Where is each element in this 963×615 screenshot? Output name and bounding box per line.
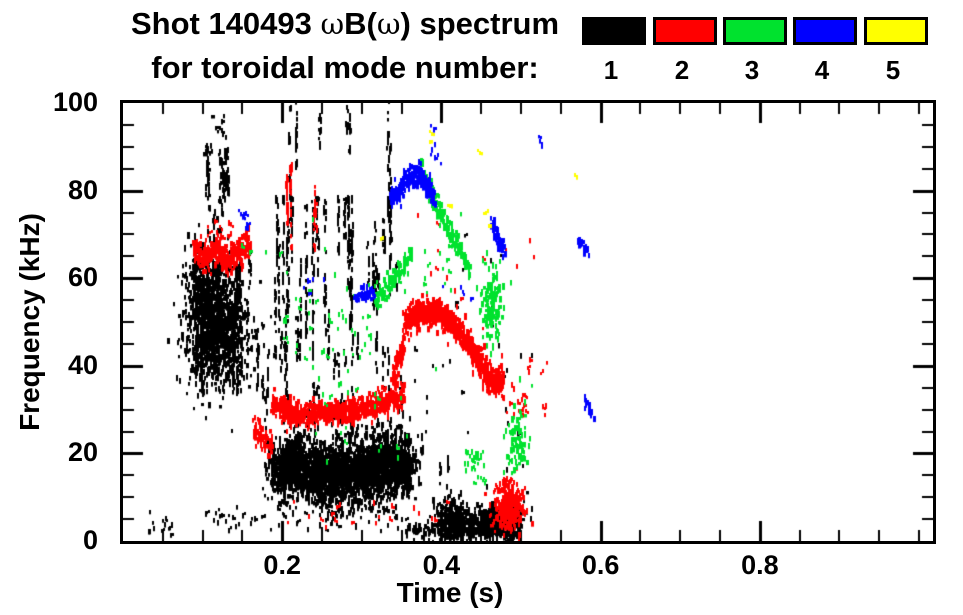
- plot-frame: [120, 100, 936, 544]
- legend-swatch-n5: [864, 17, 928, 45]
- y-tick-label-60: 60: [67, 262, 98, 293]
- legend-label-n1: 1: [603, 55, 619, 85]
- legend-label-n4: 4: [814, 55, 830, 85]
- y-tick-label-80: 80: [67, 174, 98, 205]
- legend-swatch-n2: [653, 17, 717, 45]
- chart-title-line2: for toroidal mode number:: [151, 50, 539, 85]
- title-part: ) spectrum: [400, 6, 560, 41]
- x-tick-label-0.6: 0.6: [581, 550, 620, 580]
- x-tick-label-0.4: 0.4: [422, 550, 461, 580]
- legend-swatch-n1: [582, 17, 646, 45]
- spectrum-canvas: [123, 103, 933, 541]
- legend-swatch-n4: [793, 17, 857, 45]
- x-tick-label-0.2: 0.2: [263, 550, 301, 580]
- omega-symbol: ω: [376, 7, 401, 41]
- x-axis-title: Time (s): [396, 577, 504, 608]
- y-tick-label-100: 100: [52, 87, 98, 117]
- legend-label-n5: 5: [885, 55, 901, 85]
- y-axis-title: Frequency (kHz): [14, 213, 45, 431]
- legend-label-n2: 2: [674, 55, 690, 85]
- y-tick-label-0: 0: [82, 525, 98, 555]
- chart-title-line1: Shot 140493 ωB(ω) spectrum: [0, 6, 690, 42]
- x-tick-label-0.8: 0.8: [741, 550, 779, 580]
- legend-label-n3: 3: [744, 55, 760, 85]
- legend-swatch-n3: [723, 17, 787, 45]
- y-tick-label-40: 40: [67, 349, 98, 380]
- omega-symbol: ω: [320, 7, 345, 41]
- title-part: B(: [344, 6, 377, 41]
- y-tick-label-20: 20: [67, 437, 98, 468]
- title-part: Shot 140493: [130, 6, 321, 41]
